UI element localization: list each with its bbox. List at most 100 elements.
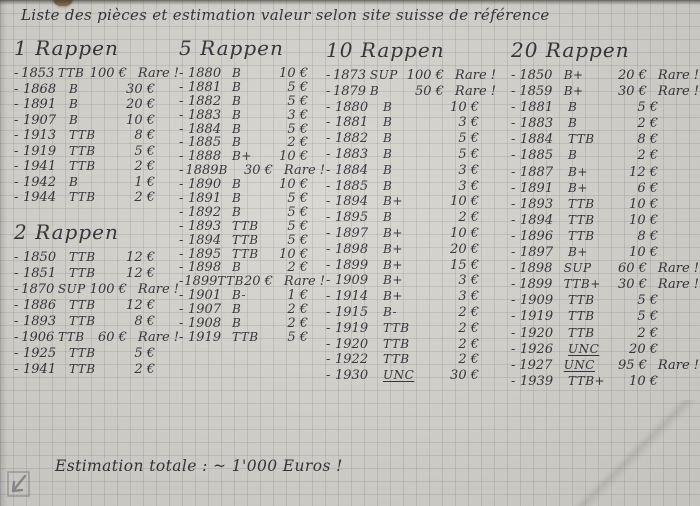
bullet-dash: -: [511, 245, 516, 261]
coin-value: 100 €: [406, 68, 444, 83]
coin-year: 1884: [520, 132, 554, 148]
coin-entry: -1897 B+ 10 €: [511, 245, 699, 261]
coin-entry: -1884 B 5 €: [179, 122, 325, 137]
coin-value: 2 €: [637, 325, 658, 341]
coin-value: 10 €: [279, 177, 308, 193]
coin-value: 95 €: [617, 357, 647, 373]
coin-year: 1884: [335, 162, 369, 178]
coin-value: 8 €: [637, 228, 658, 244]
coin-grade: TTB: [568, 309, 595, 324]
bullet-dash: -: [326, 162, 331, 178]
coin-entry: -1895 B 2 €: [326, 210, 496, 226]
coin-grade: B: [232, 191, 242, 206]
coin-year: 1891: [520, 180, 554, 196]
coin-grade: TTB: [568, 293, 595, 308]
section-heading-1-rappen: 1 Rappen: [14, 36, 119, 60]
coin-value: 6 €: [637, 180, 658, 196]
coin-value: 20 €: [243, 274, 273, 290]
coin-year: 1907: [23, 112, 57, 128]
coin-grade: TTB: [232, 232, 259, 247]
coin-entry: -1901 B- 1 €: [179, 288, 325, 304]
coin-grade: TTB: [69, 143, 96, 158]
coin-grade: TTB: [57, 66, 85, 80]
coin-year: 1881: [335, 115, 369, 131]
coin-entry: -1914 B+ 3 €: [326, 289, 496, 305]
bullet-dash: -: [14, 297, 19, 313]
coin-value: 10 €: [629, 245, 658, 261]
coin-grade: TTB: [69, 249, 96, 264]
coin-grade: TTB: [69, 265, 96, 280]
coin-grade: TTB: [232, 329, 259, 344]
coin-year: 1894: [520, 212, 554, 228]
coin-grade: B+: [563, 84, 584, 99]
coin-value: 2 €: [458, 352, 479, 368]
coin-entry: -1893 TTB 8 €: [14, 314, 179, 330]
coin-entry: -1853 TTB 100 € Rare !: [14, 66, 179, 82]
coin-list-5-rappen: -1880 B 10 € -1881 B 5 € -1882 B 5 € -1883 B 3 € -18…: [179, 66, 325, 345]
coin-entry: -1927 UNC 95 € Rare !: [511, 358, 699, 374]
coin-year: 1925: [23, 345, 57, 361]
coin-value: 20 €: [450, 241, 479, 257]
coin-value: 2 €: [287, 135, 308, 151]
column-1-2-rappen: 1 Rappen -1853 TTB 100 € Rare ! -1868 B 30 € -1…: [14, 36, 179, 378]
coin-value: 2 €: [287, 316, 308, 332]
bullet-dash: -: [511, 325, 516, 341]
coin-value: 100 €: [89, 66, 127, 81]
bullet-dash: -: [326, 68, 331, 83]
coin-grade: TTB: [232, 246, 259, 261]
bullet-dash: -: [179, 177, 184, 193]
coin-value: 2 €: [458, 304, 479, 320]
coin-entry: -1887 B+ 12 €: [511, 165, 699, 181]
coin-grade: B+: [563, 68, 584, 82]
bullet-dash: -: [326, 194, 331, 210]
bullet-dash: -: [326, 99, 331, 115]
coin-entry: -1909 TTB 5 €: [511, 293, 699, 309]
coin-value: 30 €: [617, 84, 647, 100]
coin-year: 1883: [335, 146, 369, 162]
coin-value: 10 €: [450, 194, 479, 210]
coin-grade: B: [232, 107, 242, 122]
coin-value: 5 €: [287, 232, 308, 248]
bullet-dash: -: [326, 241, 331, 257]
coin-value: 20 €: [126, 97, 155, 112]
coin-value: 5 €: [637, 293, 658, 309]
coin-entry: -1897 B+ 10 €: [326, 226, 496, 242]
bullet-dash: -: [14, 249, 19, 265]
coin-entry: -1894 TTB 5 €: [179, 232, 325, 248]
section-heading-10-rappen: 10 Rappen: [326, 38, 445, 62]
coin-entry: -1890 B 10 €: [179, 177, 325, 193]
paper-crease: [570, 400, 700, 506]
coin-entry: -1941 TTB 2 €: [14, 362, 179, 378]
coin-grade: TTB: [383, 336, 410, 351]
section-heading-20-rappen: 20 Rappen: [511, 38, 630, 62]
coin-year: 1882: [335, 131, 369, 147]
bullet-dash: -: [179, 302, 184, 318]
bullet-dash: -: [511, 132, 516, 148]
bullet-dash: -: [326, 115, 331, 131]
bullet-dash: -: [14, 159, 19, 174]
coin-year: 1899: [184, 274, 218, 290]
bullet-dash: -: [511, 164, 516, 180]
coin-year: 1899: [519, 277, 553, 293]
coin-value: 10 €: [279, 149, 308, 165]
bullet-dash: -: [326, 83, 331, 99]
coin-entry: -1881 B 5 €: [511, 100, 699, 116]
rare-note: Rare !: [283, 163, 325, 179]
coin-grade: B+: [383, 273, 403, 288]
coin-grade: TTB: [69, 190, 96, 204]
coin-grade: TTB: [69, 345, 96, 360]
coin-entry: -1873 SUP 100 € Rare !: [326, 68, 496, 84]
coin-grade: B+: [232, 149, 252, 164]
coin-value: 20 €: [617, 68, 647, 83]
coin-value: 5 €: [458, 131, 479, 147]
coin-year: 1930: [335, 368, 369, 384]
coin-grade: B+: [383, 289, 403, 304]
coin-value: 60 €: [617, 261, 647, 277]
coin-year: 1895: [188, 246, 222, 262]
bullet-dash: -: [511, 196, 516, 212]
coin-grade: B: [232, 135, 242, 150]
bullet-dash: -: [14, 345, 19, 361]
coin-year: 1901: [188, 288, 222, 304]
coin-year: 1887: [520, 164, 554, 180]
coin-value: 2 €: [458, 336, 479, 352]
